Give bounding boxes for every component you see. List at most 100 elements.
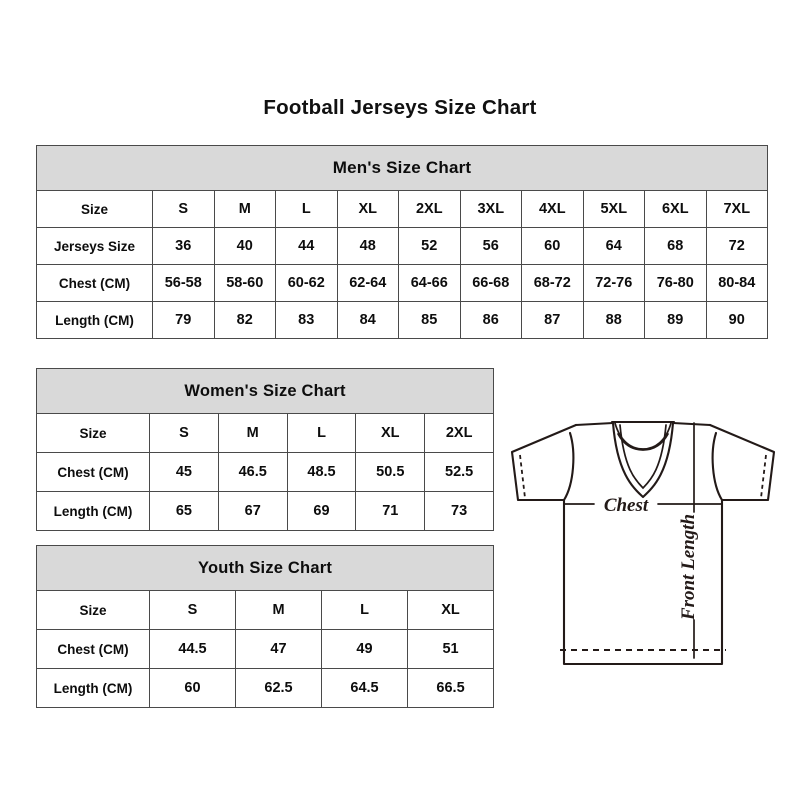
table-cell: 88 — [582, 301, 645, 339]
chest-label: Chest — [604, 495, 649, 516]
table-cell: 50.5 — [355, 452, 426, 492]
right-armhole-curve — [711, 431, 724, 502]
youth-header-l: L — [321, 590, 408, 630]
youth-row-label-chest: Chest (CM) — [36, 629, 150, 669]
mens-header-l: L — [275, 190, 338, 228]
youth-header-s: S — [149, 590, 236, 630]
mens-header-size: Size — [36, 190, 153, 228]
table-cell: 80-84 — [705, 264, 768, 302]
table-cell: 51 — [406, 629, 495, 669]
womens-table-band-title: Women's Size Chart — [35, 368, 495, 414]
table-cell: 40 — [213, 227, 276, 265]
table-cell: 67 — [217, 491, 288, 531]
youth-header-m: M — [235, 590, 322, 630]
table-cell: 66-68 — [459, 264, 522, 302]
youth-header-size: Size — [36, 590, 150, 630]
table-cell: 44.5 — [149, 629, 236, 669]
left-shoulder-line — [574, 421, 615, 427]
womens-row-label-chest: Chest (CM) — [36, 452, 150, 492]
table-cell: 86 — [459, 301, 522, 339]
youth-size-table: Youth Size Chart Size S M L XL Chest (CM… — [35, 545, 495, 708]
table-cell: 60-62 — [275, 264, 338, 302]
right-shoulder-line — [671, 421, 712, 427]
table-row: Length (CM) 79 82 83 84 85 86 87 88 89 9… — [36, 301, 768, 339]
mens-header-7xl: 7XL — [705, 190, 768, 228]
womens-header-s: S — [149, 413, 219, 453]
table-cell: 64 — [582, 227, 645, 265]
front-length-label: Front Length — [678, 514, 699, 621]
mens-row-label-jerseys-size: Jerseys Size — [36, 227, 153, 265]
table-cell: 60 — [149, 668, 236, 708]
body-outline — [562, 498, 724, 666]
page-title: Football Jerseys Size Chart — [263, 96, 537, 119]
mens-header-3xl: 3XL — [459, 190, 522, 228]
table-cell: 52.5 — [424, 452, 495, 492]
mens-header-s: S — [152, 190, 215, 228]
table-cell: 58-60 — [213, 264, 276, 302]
mens-size-table: Men's Size Chart Size S M L XL 2XL 3XL 4… — [36, 145, 768, 339]
youth-table-header-row: Size S M L XL — [36, 590, 495, 630]
womens-table-header-row: Size S M L XL 2XL — [36, 413, 495, 453]
table-row: Chest (CM) 56-58 58-60 60-62 62-64 64-66… — [36, 264, 768, 302]
table-cell: 46.5 — [217, 452, 288, 492]
table-cell: 62-64 — [336, 264, 399, 302]
right-sleeve-outline — [708, 423, 776, 502]
mens-header-4xl: 4XL — [521, 190, 584, 228]
jersey-measurement-diagram: Chest Front Length — [498, 392, 788, 692]
table-cell: 76-80 — [644, 264, 707, 302]
table-cell: 79 — [152, 301, 215, 339]
table-cell: 72 — [705, 227, 768, 265]
table-cell: 85 — [398, 301, 461, 339]
mens-header-m: M — [213, 190, 276, 228]
v-neck-outer — [611, 421, 675, 499]
table-cell: 65 — [149, 491, 219, 531]
table-row: Length (CM) 65 67 69 71 73 — [36, 491, 495, 531]
table-cell: 60 — [521, 227, 584, 265]
womens-header-2xl: 2XL — [424, 413, 495, 453]
table-cell: 48.5 — [286, 452, 357, 492]
table-cell: 69 — [286, 491, 357, 531]
table-cell: 44 — [275, 227, 338, 265]
table-cell: 68-72 — [521, 264, 584, 302]
table-cell: 83 — [275, 301, 338, 339]
table-cell: 52 — [398, 227, 461, 265]
table-cell: 64-66 — [398, 264, 461, 302]
table-cell: 56-58 — [152, 264, 215, 302]
table-cell: 66.5 — [406, 668, 495, 708]
table-row: Length (CM) 60 62.5 64.5 66.5 — [36, 668, 495, 708]
youth-table-band-row: Youth Size Chart — [35, 545, 495, 591]
womens-header-xl: XL — [355, 413, 426, 453]
table-row: Chest (CM) 44.5 47 49 51 — [36, 629, 495, 669]
table-cell: 84 — [336, 301, 399, 339]
collar-band-curve-outer — [614, 422, 672, 450]
mens-header-5xl: 5XL — [582, 190, 645, 228]
table-cell: 87 — [521, 301, 584, 339]
table-cell: 47 — [235, 629, 322, 669]
mens-row-label-length: Length (CM) — [36, 301, 153, 339]
table-cell: 56 — [459, 227, 522, 265]
table-row: Chest (CM) 45 46.5 48.5 50.5 52.5 — [36, 452, 495, 492]
table-cell: 73 — [424, 491, 495, 531]
left-armhole-curve — [562, 431, 575, 502]
left-cuff-stitch — [519, 454, 526, 499]
womens-header-l: L — [286, 413, 357, 453]
womens-size-table: Women's Size Chart Size S M L XL 2XL Che… — [35, 368, 495, 531]
womens-table-band-row: Women's Size Chart — [35, 368, 495, 414]
v-neck-inner — [619, 424, 667, 490]
table-cell: 68 — [644, 227, 707, 265]
womens-header-m: M — [217, 413, 288, 453]
table-cell: 45 — [149, 452, 219, 492]
table-cell: 62.5 — [235, 668, 322, 708]
youth-row-label-length: Length (CM) — [36, 668, 150, 708]
womens-header-size: Size — [36, 413, 150, 453]
left-sleeve-outline — [510, 423, 578, 502]
table-cell: 49 — [321, 629, 408, 669]
mens-table-band-title: Men's Size Chart — [36, 145, 768, 191]
youth-table-band-title: Youth Size Chart — [35, 545, 495, 591]
youth-header-xl: XL — [406, 590, 495, 630]
mens-header-xl: XL — [336, 190, 399, 228]
table-cell: 72-76 — [582, 264, 645, 302]
mens-table-band-row: Men's Size Chart — [36, 145, 768, 191]
table-cell: 71 — [355, 491, 426, 531]
table-cell: 48 — [336, 227, 399, 265]
